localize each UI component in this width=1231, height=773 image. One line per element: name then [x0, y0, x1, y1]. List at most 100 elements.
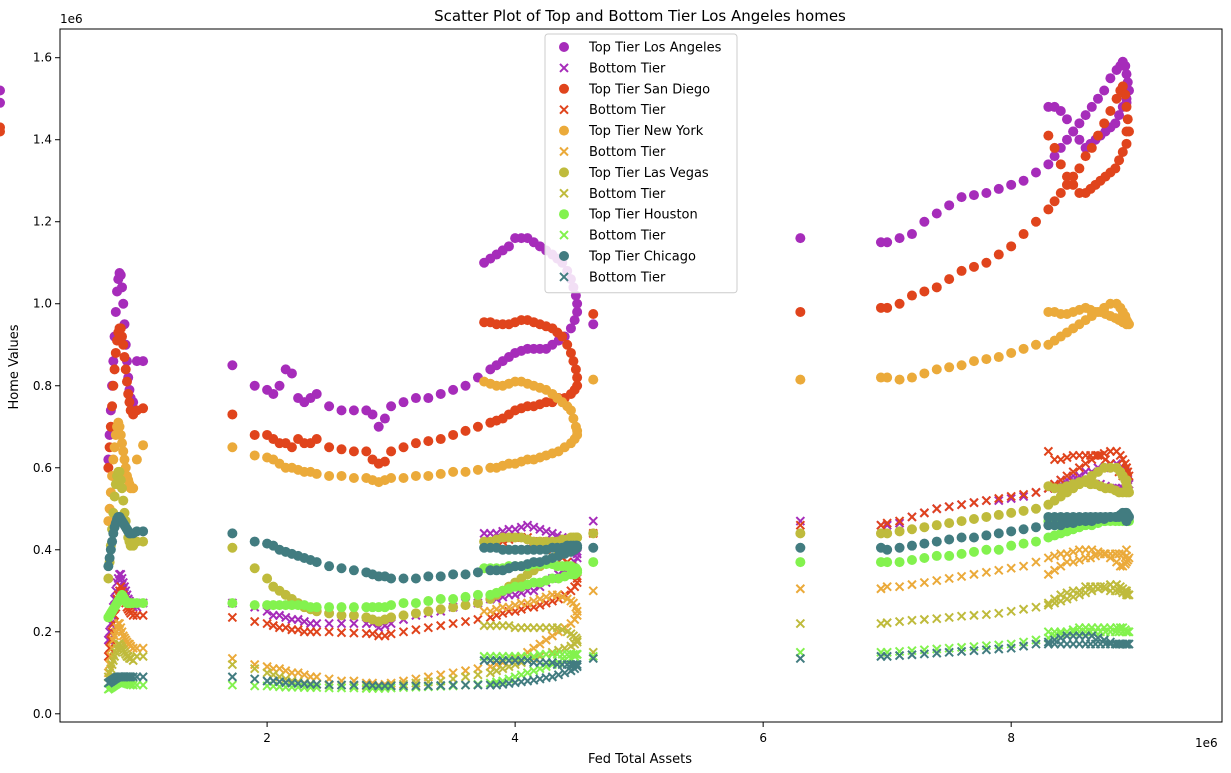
- data-point: [1105, 106, 1116, 117]
- data-point: [324, 683, 334, 693]
- data-point: [504, 524, 514, 534]
- data-point: [348, 473, 359, 484]
- data-point: [919, 538, 930, 549]
- data-point: [956, 499, 967, 510]
- data-point: [944, 274, 955, 285]
- legend-marker: [559, 42, 569, 52]
- data-point: [553, 670, 564, 680]
- data-point: [969, 645, 979, 656]
- y-tick-label: 1.0: [33, 297, 52, 311]
- data-point: [410, 598, 421, 609]
- data-point: [1006, 491, 1016, 502]
- data-point: [479, 620, 489, 631]
- data-point: [448, 593, 459, 604]
- data-point: [460, 425, 471, 436]
- data-point: [588, 308, 599, 319]
- data-point: [588, 319, 599, 330]
- data-point: [110, 306, 121, 317]
- data-point: [268, 388, 279, 399]
- data-point: [124, 397, 135, 408]
- data-point: [588, 653, 598, 664]
- data-point: [1068, 126, 1079, 137]
- data-point: [944, 200, 955, 211]
- data-point: [1074, 118, 1085, 129]
- data-point: [336, 602, 347, 613]
- data-point: [1043, 569, 1054, 580]
- data-point: [1114, 549, 1124, 559]
- legend-marker: [559, 146, 569, 157]
- data-point: [1122, 114, 1133, 125]
- data-point: [894, 526, 905, 537]
- data-point: [993, 528, 1004, 539]
- data-point: [286, 442, 297, 453]
- data-point: [1080, 458, 1091, 469]
- y-multiplier-label: 1e6: [60, 12, 83, 26]
- data-point: [510, 600, 520, 610]
- data-point: [138, 440, 149, 451]
- x-tick-label: 8: [1007, 731, 1015, 745]
- data-point: [1118, 639, 1128, 649]
- data-point: [324, 627, 334, 637]
- data-point: [993, 544, 1004, 555]
- data-point: [108, 454, 119, 465]
- data-point: [311, 434, 322, 445]
- data-point: [1121, 586, 1132, 596]
- data-point: [510, 622, 520, 633]
- data-point: [398, 682, 409, 693]
- data-point: [249, 563, 260, 574]
- legend-marker: [559, 209, 569, 220]
- data-point: [932, 648, 942, 658]
- data-point: [1114, 586, 1124, 596]
- data-point: [398, 573, 409, 584]
- y-tick-label: 0.8: [33, 379, 52, 393]
- data-point: [907, 579, 917, 590]
- data-point: [349, 618, 359, 629]
- data-point: [1118, 627, 1128, 637]
- data-point: [907, 512, 917, 522]
- data-point: [349, 683, 359, 693]
- data-point: [1093, 450, 1103, 461]
- data-point: [981, 188, 992, 199]
- data-point: [1043, 627, 1054, 637]
- data-point: [1043, 511, 1054, 522]
- data-point: [435, 571, 446, 582]
- data-point: [460, 672, 471, 682]
- data-point: [1121, 126, 1132, 137]
- data-point: [249, 681, 260, 691]
- data-point: [882, 651, 892, 662]
- data-point: [249, 600, 260, 611]
- data-point: [1018, 229, 1029, 240]
- data-point: [435, 604, 446, 615]
- x-axis-label: Fed Total Assets: [588, 752, 692, 767]
- data-point: [479, 528, 489, 539]
- data-point: [919, 508, 930, 518]
- data-point: [227, 672, 238, 682]
- data-point: [118, 298, 129, 309]
- data-point: [1043, 101, 1054, 112]
- data-point: [107, 401, 118, 412]
- data-point: [944, 612, 954, 623]
- data-point: [107, 536, 118, 547]
- data-point: [1074, 134, 1085, 145]
- data-point: [1006, 241, 1017, 252]
- data-point: [516, 598, 527, 608]
- data-point: [1100, 584, 1111, 594]
- legend-box: [544, 33, 738, 294]
- data-point: [423, 596, 434, 607]
- data-point: [128, 643, 138, 653]
- data-point: [535, 524, 545, 534]
- legend-label: Top Tier Los Angeles: [588, 41, 722, 56]
- y-tick-label: 1.6: [33, 51, 52, 65]
- data-point: [108, 380, 119, 391]
- data-point: [435, 468, 446, 479]
- data-point: [565, 323, 576, 334]
- data-point: [398, 397, 409, 408]
- data-point: [956, 611, 967, 621]
- data-point: [944, 362, 955, 373]
- data-point: [1006, 606, 1016, 616]
- data-point: [572, 306, 583, 317]
- x-tick-label: 2: [263, 731, 271, 745]
- data-point: [1031, 557, 1041, 567]
- data-point: [1043, 130, 1054, 141]
